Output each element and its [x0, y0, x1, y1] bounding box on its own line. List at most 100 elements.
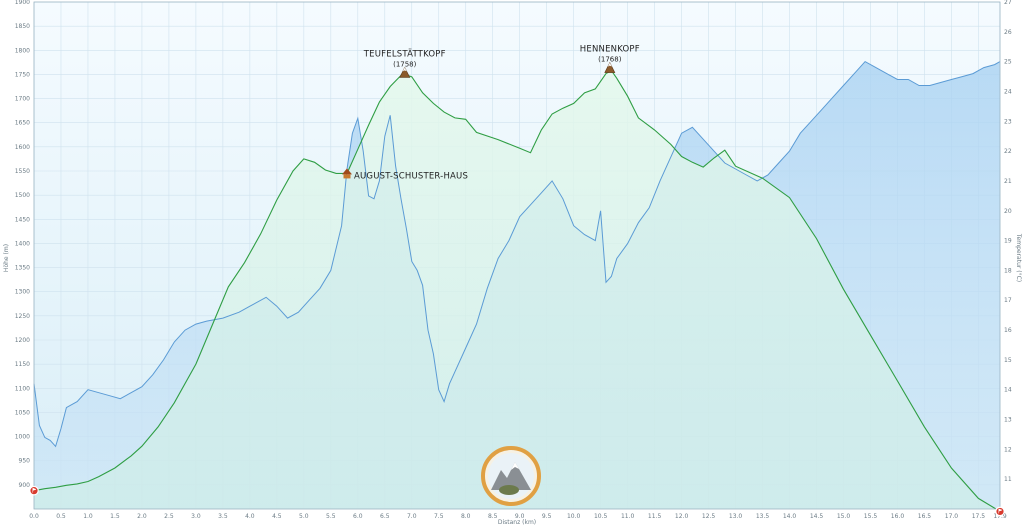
x-tick-label: 13.5 [756, 513, 770, 520]
x-tick-label: 6.5 [380, 513, 390, 520]
y2-tick-label: 22 [1004, 148, 1012, 155]
x-tick-label: 0.5 [56, 513, 66, 520]
y2-tick-label: 12 [1004, 446, 1012, 453]
y-tick-label: 1700 [15, 96, 30, 103]
x-tick-label: 3.0 [191, 513, 201, 520]
x-tick-label: 4.0 [245, 513, 255, 520]
y2-tick-label: 17 [1004, 297, 1012, 304]
summit-icon [604, 61, 616, 73]
x-tick-label: 0.0 [29, 513, 39, 520]
x-tick-label: 17.0 [945, 513, 959, 520]
hut-icon [342, 168, 353, 179]
start-marker-icon [29, 485, 39, 496]
y2-tick-label: 26 [1004, 29, 1012, 36]
x-tick-label: 1.0 [83, 513, 93, 520]
summit-elevation: (1758) [393, 60, 417, 68]
y-tick-label: 1600 [15, 144, 30, 151]
y-axis-label: Höhe (m) [3, 244, 10, 272]
elevation-area [34, 70, 1000, 512]
y2-tick-label: 24 [1004, 88, 1012, 95]
x-tick-label: 7.0 [407, 513, 417, 520]
x-tick-label: 6.0 [353, 513, 363, 520]
y-tick-label: 900 [19, 482, 31, 489]
x-tick-label: 9.5 [542, 513, 552, 520]
y-tick-label: 1650 [15, 120, 30, 127]
y2-tick-label: 13 [1004, 417, 1012, 424]
y-tick-label: 1150 [15, 361, 30, 368]
summit-icon [399, 66, 411, 78]
y-tick-label: 1800 [15, 47, 30, 54]
temperature-line [33, 60, 1001, 448]
mountain-icon [491, 462, 531, 490]
summit-label: TEUFELSTÄTTKOPF [363, 48, 446, 59]
y2-tick-label: 19 [1004, 238, 1012, 245]
plot-frame [33, 1, 1001, 510]
y-tick-label: 1350 [15, 265, 30, 272]
x-tick-label: 16.0 [891, 513, 905, 520]
x-tick-label: 7.5 [434, 513, 444, 520]
plot-border [33, 1, 1001, 510]
x-tick-label: 15.5 [864, 513, 878, 520]
y-tick-label: 1450 [15, 216, 30, 223]
y2-tick-label: 25 [1004, 59, 1012, 66]
x-tick-label: 17.5 [972, 513, 986, 520]
y-tick-label: 950 [19, 458, 31, 465]
y-tick-label: 1850 [15, 23, 30, 30]
elevation-line [33, 69, 1001, 512]
y2-tick-label: 15 [1004, 357, 1012, 364]
y2-tick-label: 23 [1004, 118, 1012, 125]
y2-tick-label: 11 [1004, 476, 1012, 483]
x-tick-label: 2.5 [164, 513, 174, 520]
x-tick-label: 12.5 [702, 513, 716, 520]
y-tick-label: 1750 [15, 71, 30, 78]
y-tick-label: 1050 [15, 409, 30, 416]
y2-axis-label: Temperatur (°C) [1015, 233, 1022, 282]
x-tick-label: 15.0 [837, 513, 851, 520]
x-tick-label: 13.0 [729, 513, 743, 520]
y2-axis-ticks: 11 12 13 14 15 16 17 18 19 20 21 22 23 24 25 26 27 [1004, 0, 1012, 483]
x-tick-label: 10.5 [594, 513, 608, 520]
y-tick-label: 1500 [15, 192, 30, 199]
summit-elevation: (1768) [598, 56, 622, 64]
x-tick-label: 12.0 [675, 513, 689, 520]
x-axis-label: Distanz (km) [498, 519, 536, 526]
y-tick-label: 1100 [15, 385, 30, 392]
route-markers [29, 485, 1005, 517]
x-tick-label: 8.0 [461, 513, 471, 520]
hut-label: AUGUST-SCHUSTER-HAUS [354, 171, 468, 181]
y2-tick-label: 18 [1004, 267, 1012, 274]
y-tick-label: 1250 [15, 313, 30, 320]
x-tick-label: 11.5 [648, 513, 662, 520]
y2-tick-label: 21 [1004, 178, 1012, 185]
annotations: TEUFELSTÄTTKOPF(1758) HENNENKOPF(1768) AUG… [342, 45, 640, 181]
x-tick-label: 2.0 [137, 513, 147, 520]
y2-tick-label: 16 [1004, 327, 1012, 334]
x-tick-label: 17.9 [993, 513, 1007, 520]
x-tick-label: 14.0 [783, 513, 797, 520]
x-tick-label: 8.5 [488, 513, 498, 520]
y2-tick-label: 20 [1004, 208, 1012, 215]
x-tick-label: 10.0 [567, 513, 581, 520]
y-axis-ticks: 900 950 1000 1050 1100 1150 1200 1250 1300 1350 14… [15, 0, 30, 489]
x-tick-label: 3.5 [218, 513, 228, 520]
y-tick-label: 1400 [15, 240, 30, 247]
x-tick-label: 4.5 [272, 513, 282, 520]
y-tick-label: 1900 [15, 0, 30, 6]
x-tick-label: 5.5 [326, 513, 336, 520]
y2-tick-label: 14 [1004, 387, 1012, 394]
summit-label: HENNENKOPF [580, 45, 640, 55]
y-tick-label: 1200 [15, 337, 30, 344]
x-tick-label: 9.0 [515, 513, 525, 520]
y-tick-label: 1550 [15, 168, 30, 175]
y2-tick-label: 27 [1004, 0, 1012, 6]
watermark-badge [481, 446, 541, 506]
x-tick-label: 11.0 [621, 513, 635, 520]
x-tick-label: 5.0 [299, 513, 309, 520]
x-tick-label: 14.5 [810, 513, 824, 520]
x-tick-label: 1.5 [110, 513, 120, 520]
y-tick-label: 1300 [15, 289, 30, 296]
x-axis-ticks: 0.0 0.5 1.0 1.5 2.0 2.5 3.0 3.5 4.0 4.5 5.0 5.5 6.0 6… [29, 513, 1007, 520]
x-tick-label: 16.5 [918, 513, 932, 520]
y-tick-label: 1000 [15, 434, 30, 441]
